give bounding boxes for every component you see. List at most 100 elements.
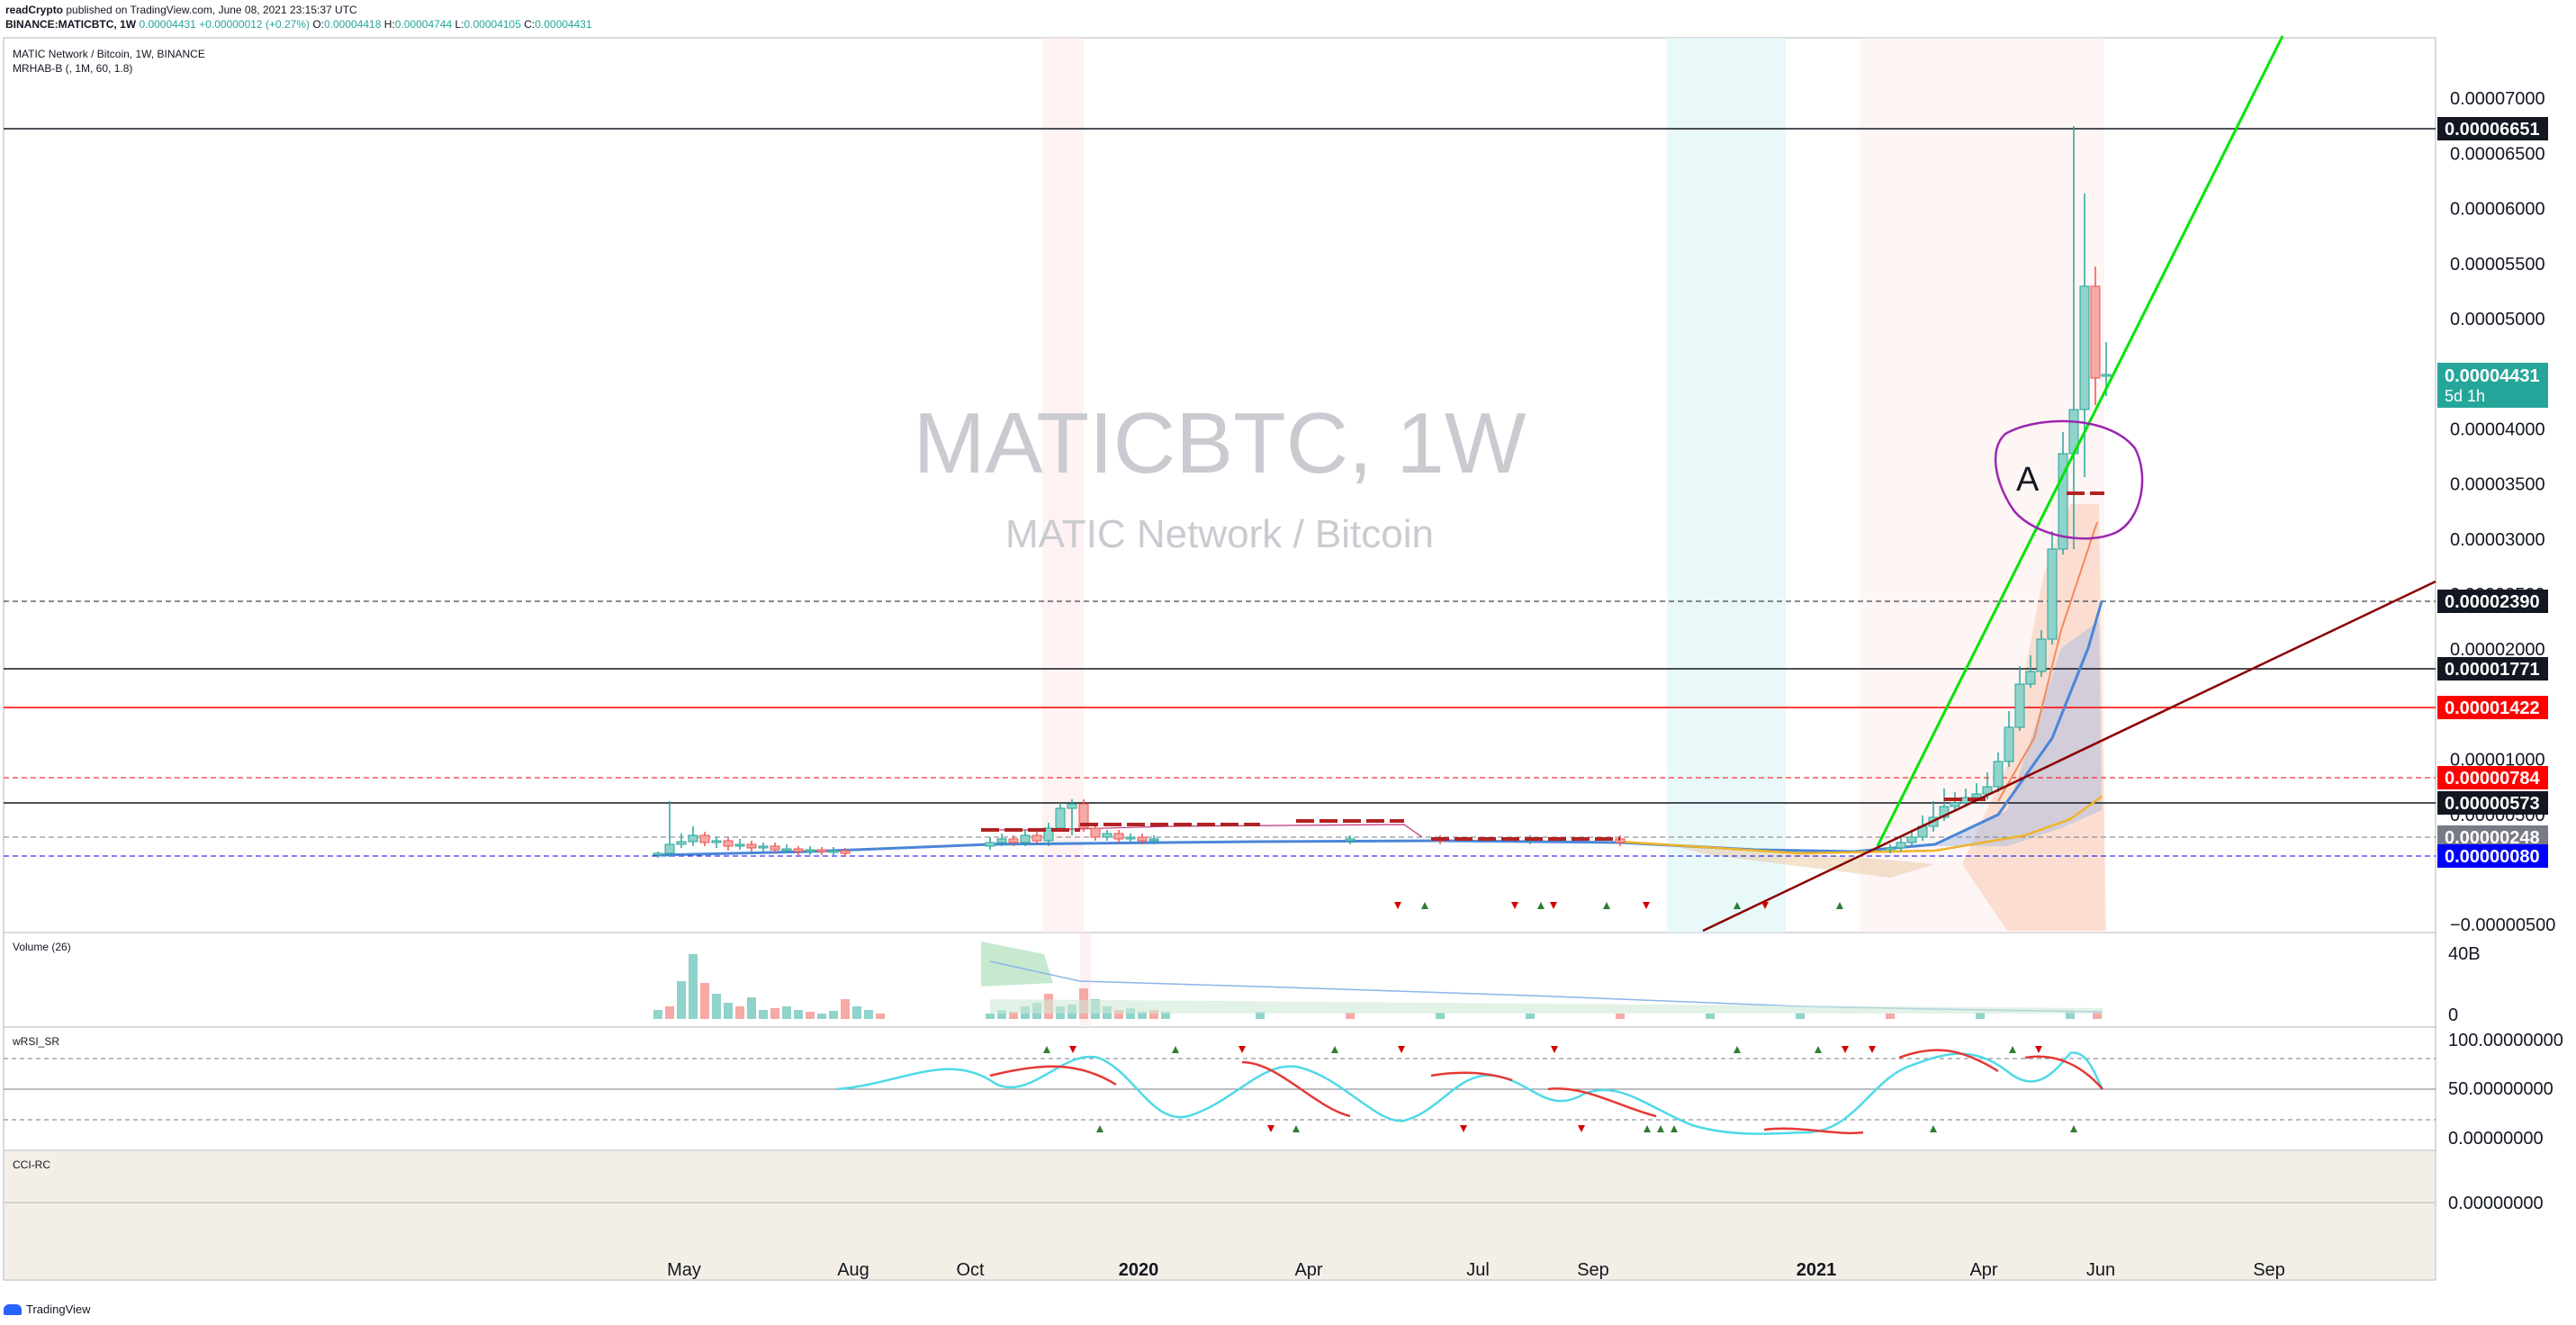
volume-bar: [864, 1010, 873, 1019]
signal-up-marker: [1644, 1125, 1651, 1132]
candle-body: [770, 845, 780, 851]
signal-down-marker: [1551, 1046, 1558, 1053]
candle-body: [723, 840, 734, 847]
candle-body: [2058, 453, 2068, 550]
rsi-title: wRSI_SR: [12, 1035, 59, 1048]
candle-body: [1148, 838, 1159, 842]
signal-down-marker: [1398, 1046, 1405, 1053]
pane-frames: [3, 37, 2436, 1281]
volume-title: Volume (26): [13, 941, 71, 953]
main-down-marker: [1550, 902, 1557, 909]
cci-title: CCI-RC: [13, 1158, 50, 1171]
level-tag: [2437, 696, 2548, 719]
level-tag: [2437, 590, 2548, 613]
ohlc-line: BINANCE:MATICBTC, 1W 0.00004431 +0.00000…: [5, 17, 592, 32]
shade-band-2: [1667, 38, 1786, 933]
candle-body: [1055, 807, 1066, 829]
time-label: Jul: [1466, 1260, 1490, 1280]
change-value: +0.00000012 (+0.27%): [199, 18, 310, 31]
annotation-circle[interactable]: A: [1994, 419, 2144, 540]
volume-bar: [852, 1006, 861, 1019]
time-label: 2020: [1119, 1260, 1159, 1280]
volume-bar: [829, 1011, 838, 1019]
last-price-label: 0.00004431: [2445, 366, 2540, 386]
candle-body: [1971, 793, 1982, 798]
candles: [653, 126, 2112, 858]
main-down-marker: [1394, 902, 1401, 909]
magenta-line: [981, 824, 1423, 838]
signal-up-marker: [1293, 1125, 1300, 1132]
price-tick: 0.00002000: [2450, 640, 2545, 660]
candle-body: [985, 842, 995, 847]
low-label: L:: [455, 18, 464, 31]
volume-bar: [986, 1014, 995, 1019]
volume-bars: [653, 942, 2103, 1019]
volume-bar: [841, 999, 850, 1019]
price-tick: 0.00001000: [2450, 751, 2545, 771]
volume-bar: [712, 994, 721, 1019]
countdown-label: 5d 1h: [2445, 387, 2485, 405]
candle-body: [664, 843, 675, 854]
signal-down-marker: [1460, 1125, 1467, 1132]
main-down-marker: [1511, 902, 1518, 909]
signal-down-marker: [1842, 1046, 1849, 1053]
rsi-tick: 100.00000000: [2448, 1031, 2563, 1050]
rsi-signal: [989, 1049, 2103, 1135]
candle-body: [1078, 803, 1089, 829]
volume-bar: [1346, 1013, 1355, 1019]
price-tick: −0.00000500: [2450, 915, 2555, 935]
candle-body: [1993, 761, 2004, 788]
price-tick: 0.00004000: [2450, 419, 2545, 439]
candle-body: [1125, 836, 1136, 840]
signal-up-marker: [1172, 1046, 1179, 1053]
orange-cloud: [1962, 504, 2106, 931]
candle-body: [1020, 834, 1031, 843]
main-pane-title: MATIC Network / Bitcoin, 1W, BINANCE: [13, 48, 205, 60]
main-down-marker: [1761, 902, 1769, 909]
close-value: 0.00004431: [535, 18, 592, 31]
price-tick: 0.00003000: [2450, 530, 2545, 550]
volume-bar: [2066, 1012, 2075, 1019]
signal-down-marker: [1869, 1046, 1876, 1053]
trend-lines[interactable]: [1702, 35, 2436, 933]
high-value: 0.00004744: [394, 18, 453, 31]
tan-cloud: [1674, 846, 1935, 878]
level-tag-label: 0.00000080: [2445, 847, 2540, 867]
candle-body: [676, 841, 687, 845]
close-label: C:: [524, 18, 536, 31]
level-tag-label: 0.00006651: [2445, 120, 2540, 140]
tradingview-footer[interactable]: TradingView: [4, 1302, 91, 1316]
price-tick: 0.00007000: [2450, 89, 2545, 109]
signal-up-marker: [1815, 1046, 1822, 1053]
publish-line: readCrypto published on TradingView.com,…: [5, 3, 592, 17]
signal-down-marker: [2035, 1046, 2042, 1053]
tradingview-logo-icon: [4, 1303, 22, 1315]
signal-down-marker: [1267, 1125, 1274, 1132]
volume-bar: [770, 1008, 779, 1019]
level-tag-label: 0.00000248: [2445, 828, 2540, 848]
time-label: Sep: [2253, 1260, 2285, 1280]
volume-bar: [1706, 1014, 1715, 1019]
volume-bar: [1526, 1014, 1535, 1019]
shade-band-1: [1042, 38, 1084, 933]
candle-body: [2014, 683, 2025, 728]
volume-bar: [876, 1014, 885, 1019]
volume-bar: [1616, 1014, 1625, 1019]
horizontal-levels: [4, 128, 2436, 857]
rsi-pane: [4, 902, 2436, 1135]
level-tag-label: 0.00000784: [2445, 769, 2541, 789]
level-tag: [2437, 791, 2548, 815]
signal-up-marker: [1930, 1125, 1937, 1132]
signal-up-marker: [2009, 1046, 2016, 1053]
time-label: Sep: [1577, 1260, 1609, 1280]
candle-body: [2090, 285, 2101, 379]
author-name[interactable]: readCrypto: [5, 4, 64, 16]
red-trendline: [1702, 580, 2436, 933]
time-label: May: [667, 1260, 701, 1280]
footer-brand: TradingView: [26, 1302, 91, 1316]
level-tag: [2437, 844, 2548, 868]
candle-body: [1950, 802, 1960, 807]
main-up-marker: [1603, 902, 1610, 909]
volume-bar: [2093, 1012, 2102, 1019]
